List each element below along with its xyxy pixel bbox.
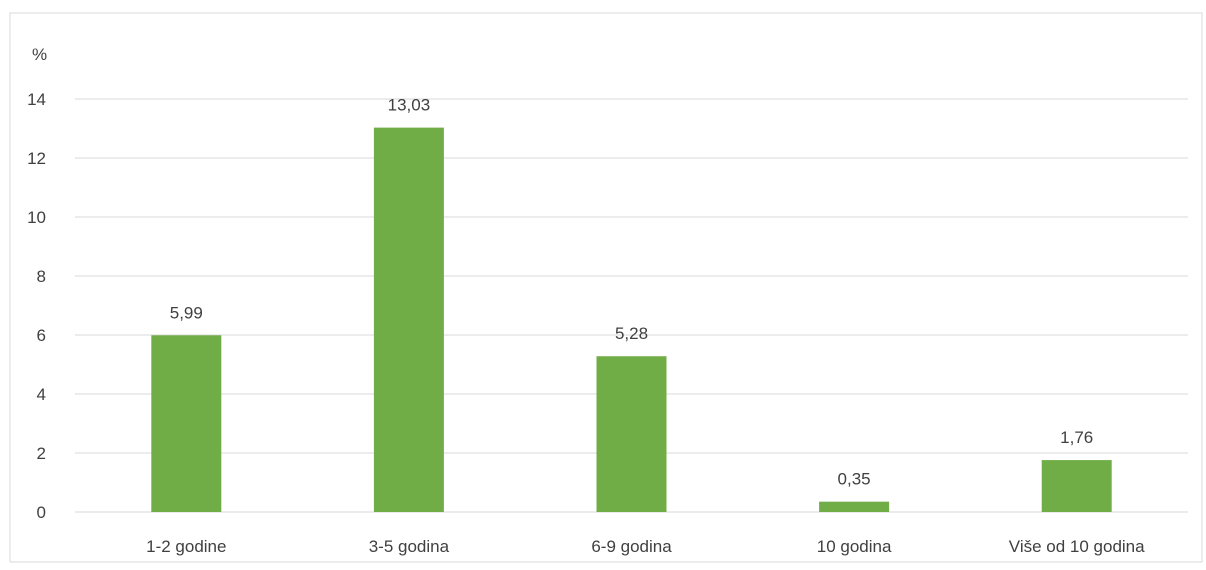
y-tick-label-0: 0 [37,503,46,522]
bar-4 [1041,460,1112,512]
data-label-1: 13,03 [388,96,431,115]
x-tick-label-4: Više od 10 godina [1009,537,1145,556]
gridlines [75,98,1188,513]
x-tick-label-2: 6-9 godina [591,537,672,556]
data-label-2: 5,28 [615,324,648,343]
y-tick-label-1: 2 [37,444,46,463]
bar-2 [596,356,667,512]
y-tick-label-5: 10 [27,208,46,227]
x-tick-label-3: 10 godina [817,537,892,556]
x-tick-labels: 1-2 godine 3-5 godina 6-9 godina 10 godina V… [146,537,1145,556]
y-tick-label-7: 14 [27,90,46,109]
bar-0 [151,335,222,512]
data-labels: 5,99 13,03 5,28 0,35 1,76 [170,96,1093,489]
y-tick-labels: 0 2 4 6 8 10 12 14 [27,90,46,522]
y-tick-label-6: 12 [27,149,46,168]
data-label-4: 1,76 [1060,428,1093,447]
y-tick-label-3: 6 [37,326,46,345]
bar-3 [819,501,890,512]
data-label-0: 5,99 [170,303,203,322]
y-unit-label: % [32,45,47,64]
data-label-3: 0,35 [838,470,871,489]
x-tick-label-0: 1-2 godine [146,537,226,556]
bar-1 [373,127,444,513]
x-tick-label-1: 3-5 godina [369,537,450,556]
y-tick-label-4: 8 [37,267,46,286]
bars [151,127,1112,513]
y-tick-label-2: 4 [37,385,46,404]
